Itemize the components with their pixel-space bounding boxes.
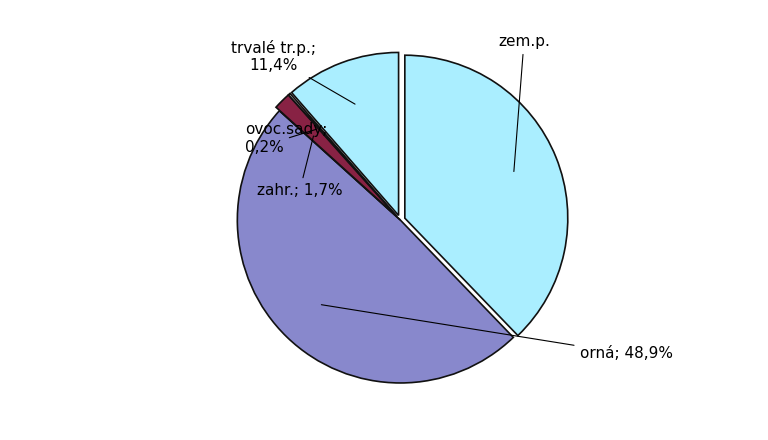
Wedge shape <box>280 111 400 220</box>
Text: zem.p.: zem.p. <box>498 34 550 172</box>
Wedge shape <box>276 95 397 216</box>
Wedge shape <box>289 93 397 216</box>
Text: orná; 48,9%: orná; 48,9% <box>321 305 673 361</box>
Wedge shape <box>405 55 568 336</box>
Text: zahr.; 1,7%: zahr.; 1,7% <box>257 136 343 198</box>
Wedge shape <box>292 52 399 216</box>
Wedge shape <box>237 111 513 383</box>
Text: ovoc.sady;
0,2%: ovoc.sady; 0,2% <box>246 122 328 155</box>
Text: trvalé tr.p.;
11,4%: trvalé tr.p.; 11,4% <box>230 40 355 104</box>
